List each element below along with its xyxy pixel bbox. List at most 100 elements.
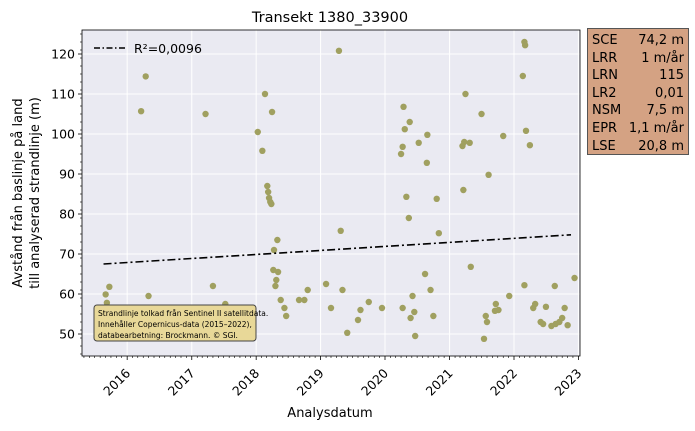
- stat-value: 115: [659, 68, 684, 84]
- data-point: [327, 304, 335, 312]
- data-point: [406, 118, 413, 126]
- data-point: [467, 263, 474, 270]
- data-point: [460, 186, 467, 194]
- data-point: [411, 308, 418, 316]
- data-point: [521, 42, 529, 49]
- data-point: [322, 280, 330, 288]
- stat-key: LRN: [592, 68, 618, 84]
- y-tick-label: 100: [51, 127, 75, 142]
- data-point: [357, 306, 364, 314]
- grid-lines: [82, 30, 580, 356]
- data-point: [261, 90, 269, 98]
- data-point: [491, 307, 499, 314]
- stat-key: EPR: [592, 120, 618, 136]
- data-point: [483, 318, 491, 326]
- data-point: [407, 314, 414, 322]
- data-point: [344, 329, 351, 336]
- data-point: [564, 322, 571, 329]
- data-point: [551, 282, 558, 290]
- data-point: [282, 312, 290, 320]
- data-point: [106, 283, 113, 290]
- stat-row: LR2 0,01: [592, 85, 684, 103]
- data-point: [365, 298, 372, 306]
- chart: Transekt 1380_33900 2016 2017 2018 2019 2020…: [11, 10, 585, 421]
- stat-key: SCE: [592, 33, 618, 48]
- data-point: [430, 312, 437, 320]
- data-point: [268, 108, 276, 116]
- data-point: [461, 138, 468, 146]
- data-point: [427, 286, 434, 294]
- data-point: [500, 132, 507, 140]
- trend-line-path: [103, 234, 572, 265]
- data-point: [411, 332, 419, 340]
- data-point: [145, 292, 152, 300]
- y-axis-label-line-2: till analyserad strandlinje (m): [28, 97, 43, 289]
- data-point: [401, 126, 408, 133]
- data-point: [571, 274, 578, 282]
- data-point: [254, 128, 261, 136]
- data-point: [295, 296, 303, 304]
- x-tick-label: 2017: [165, 366, 198, 399]
- data-point: [466, 139, 473, 146]
- data-point: [270, 246, 278, 254]
- trend-line: [103, 234, 572, 265]
- x-tick-label: 2019: [294, 365, 327, 398]
- annotation-line-1: Strandlinje tolkad från Sentinel II sate…: [98, 309, 268, 318]
- y-axis-ticks: 50 60 70 80 90 100 110 120: [51, 33, 82, 355]
- data-point: [558, 314, 566, 322]
- stat-value: 74,2 m: [638, 33, 684, 48]
- data-point: [492, 300, 500, 308]
- statistics-box: SCE 74,2 m LRR 1 m/år LRN 115 LR2 0,01 NSM 7,5 m E…: [587, 28, 689, 155]
- data-point: [462, 90, 469, 98]
- data-point: [274, 268, 282, 276]
- legend: R²=0,0096: [94, 41, 202, 56]
- data-point: [209, 282, 217, 290]
- stat-key: NSM: [592, 103, 622, 119]
- data-point: [409, 292, 416, 300]
- data-point: [339, 286, 346, 294]
- x-tick-label: 2020: [358, 365, 391, 398]
- data-point: [506, 292, 513, 300]
- data-point: [423, 159, 431, 166]
- data-point: [202, 110, 209, 118]
- data-point: [539, 320, 547, 328]
- y-tick-label: 60: [59, 287, 75, 302]
- data-point: [301, 296, 308, 304]
- data-point: [421, 270, 429, 278]
- stat-row: LRR 1 m/år: [592, 50, 684, 68]
- data-point: [337, 227, 344, 234]
- data-point: [397, 150, 405, 158]
- data-point: [277, 296, 284, 304]
- data-point: [521, 282, 528, 289]
- plot-frame: [81, 29, 581, 357]
- stat-key: LR2: [592, 85, 617, 101]
- data-point: [526, 142, 534, 149]
- data-point: [268, 200, 275, 208]
- y-axis-label-line-1: Avstånd från baslinje på land: [11, 98, 26, 287]
- data-point: [264, 182, 271, 190]
- stat-value: 0,01: [655, 85, 684, 101]
- data-point: [405, 214, 413, 222]
- data-point: [485, 171, 492, 178]
- stat-row: LRN 115: [592, 67, 684, 85]
- y-tick-label: 50: [59, 327, 75, 342]
- data-point: [272, 282, 279, 290]
- x-tick-label: 2022: [487, 366, 520, 399]
- data-point: [542, 303, 550, 310]
- data-point: [259, 147, 266, 154]
- stat-row: SCE 74,2 m: [592, 32, 684, 50]
- stat-value: 7,5 m: [646, 103, 684, 119]
- x-tick-label: 2023: [551, 366, 584, 399]
- data-point: [531, 300, 539, 308]
- data-point: [274, 236, 281, 244]
- annotation-line-2: Innehåller Copernicus-data (2015–2022),: [98, 320, 252, 329]
- data-point: [399, 304, 406, 312]
- stat-row: NSM 7,5 m: [592, 102, 684, 120]
- data-point: [264, 188, 272, 196]
- data-point: [103, 299, 111, 306]
- stat-key: LSE: [592, 138, 616, 154]
- data-point: [415, 139, 422, 146]
- data-point: [480, 335, 488, 342]
- annotation-box: Strandlinje tolkad från Sentinel II sate…: [93, 304, 268, 342]
- x-tick-label: 2018: [229, 365, 262, 398]
